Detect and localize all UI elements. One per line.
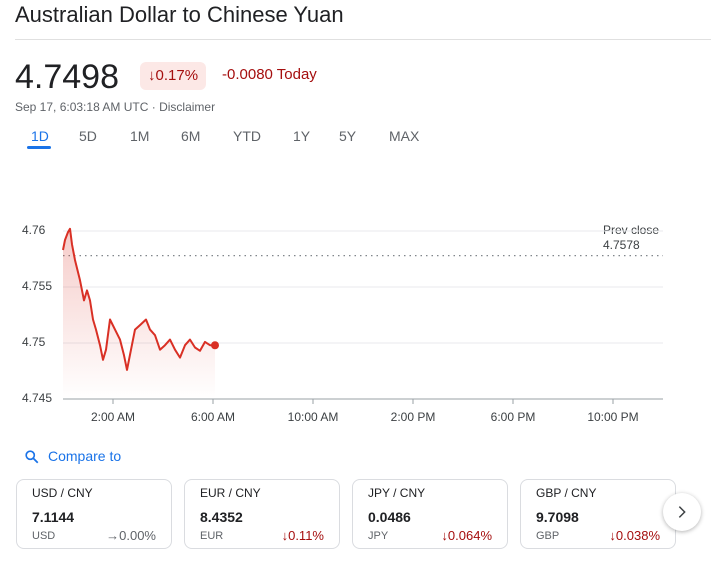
y-tick-label: 4.76 <box>22 223 46 237</box>
pair: EUR / CNY <box>200 486 261 500</box>
tab[interactable]: 1M <box>130 128 150 144</box>
tab[interactable]: MAX <box>389 128 420 144</box>
x-tick-label: 10:00 AM <box>288 410 339 424</box>
pair: GBP / CNY <box>536 486 597 500</box>
disclaimer[interactable]: Disclaimer <box>148 100 215 114</box>
prev-close-label: Prev close <box>603 223 659 237</box>
currency: GBP <box>536 530 560 542</box>
page-title: Australian Dollar to Chinese Yuan <box>15 2 344 27</box>
prev-close-value: 4.7578 <box>603 238 640 252</box>
pair: JPY / CNY <box>368 486 426 500</box>
card-price: 7.1144 <box>32 509 75 525</box>
card-price: 0.0486 <box>368 509 411 525</box>
card-price: 8.4352 <box>200 509 243 525</box>
x-tick-label: 10:00 PM <box>587 410 638 424</box>
x-tick-label: 2:00 PM <box>391 410 436 424</box>
tab[interactable]: 5D <box>79 128 97 144</box>
x-tick-label: 2:00 AM <box>91 410 135 424</box>
currency: EUR <box>200 530 224 542</box>
y-tick-label: 4.745 <box>22 391 52 405</box>
tab-indicator <box>27 146 51 149</box>
timestamp-row: Sep 17, 6:03:18 AM UTCDisclaimer <box>15 100 215 114</box>
currency-card[interactable]: JPY / CNY 0.0486 JPY ↓0.064% <box>352 479 508 549</box>
currency-card[interactable]: USD / CNY 7.1144 USD →0.00% <box>16 479 172 549</box>
card-change: ↓0.038% <box>609 528 660 543</box>
card-price: 9.7098 <box>536 509 579 525</box>
currency-card[interactable]: EUR / CNY 8.4352 EUR ↓0.11% <box>184 479 340 549</box>
card-change: ↓0.064% <box>441 528 492 543</box>
card-change: ↓0.11% <box>281 528 324 543</box>
compare-label: Compare to <box>48 448 122 464</box>
area <box>63 228 215 399</box>
currency: JPY <box>368 530 389 542</box>
tab[interactable]: YTD <box>233 128 261 144</box>
price-line <box>62 227 215 371</box>
tab[interactable]: 1Y <box>293 128 311 144</box>
currency: USD <box>32 530 56 542</box>
price: 4.7498 <box>15 58 119 96</box>
card-change: →0.00% <box>106 528 156 543</box>
x-tick-label: 6:00 AM <box>191 410 235 424</box>
search-icon <box>25 449 39 463</box>
last-point <box>211 341 219 350</box>
chart: Prev close 4.7578 4.745 4.75 4.755 4.76 2:00… <box>22 223 663 424</box>
compare-button[interactable]: Compare to <box>24 448 121 464</box>
next-button[interactable] <box>663 493 701 531</box>
y-tick-label: 4.755 <box>22 279 52 293</box>
y-tick-label: 4.75 <box>22 335 46 349</box>
tab[interactable]: 5Y <box>339 128 357 144</box>
change-percent: ↓0.17% <box>140 62 207 90</box>
tab[interactable]: 6M <box>181 128 201 144</box>
pair: USD / CNY <box>32 486 93 500</box>
divider <box>15 39 711 40</box>
x-tick-label: 6:00 PM <box>491 410 536 424</box>
chevron-icon <box>678 506 686 518</box>
change: -0.0080 Today <box>222 66 317 83</box>
timestamp: Sep 17, 6:03:18 AM UTC <box>15 100 149 114</box>
tab[interactable]: 1D <box>31 128 49 144</box>
currency-card[interactable]: GBP / CNY 9.7098 GBP ↓0.038% <box>520 479 676 549</box>
